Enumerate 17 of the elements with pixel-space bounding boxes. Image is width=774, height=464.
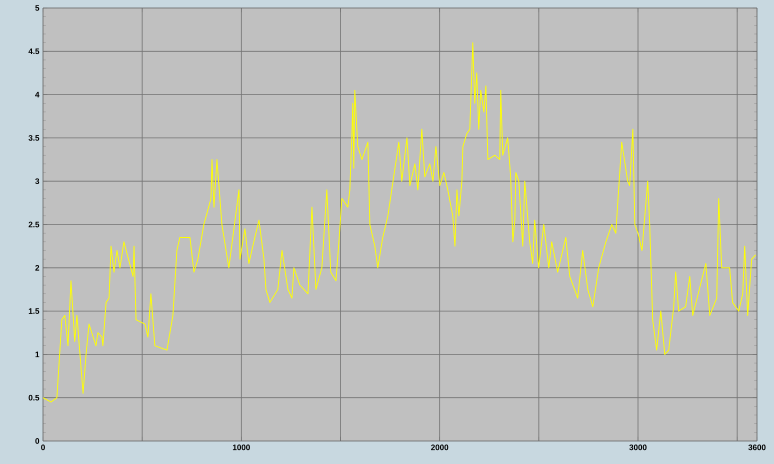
y-tick-label: 5 bbox=[35, 5, 40, 11]
y-tick-label: 0.5 bbox=[28, 394, 40, 401]
x-tick-label: 2000 bbox=[431, 444, 448, 450]
y-tick-label: 2.5 bbox=[28, 222, 40, 228]
x-tick-label: 1000 bbox=[232, 444, 250, 450]
y-tick-label: 1 bbox=[36, 352, 40, 358]
line-series bbox=[43, 42, 756, 402]
y-tick-label: 2 bbox=[35, 265, 40, 271]
x-tick-label: 3000 bbox=[629, 444, 647, 450]
x-tick-label: 3600 bbox=[748, 444, 766, 450]
y-tick-label: 4 bbox=[35, 92, 40, 98]
y-tick-label: 3 bbox=[35, 178, 40, 184]
y-tick-label: 3.5 bbox=[28, 135, 40, 141]
y-tick-label: 0 bbox=[35, 438, 40, 444]
y-tick-label: 1.5 bbox=[28, 308, 40, 314]
x-tick-label: 0 bbox=[41, 444, 45, 450]
y-tick-label: 4.5 bbox=[28, 48, 40, 54]
